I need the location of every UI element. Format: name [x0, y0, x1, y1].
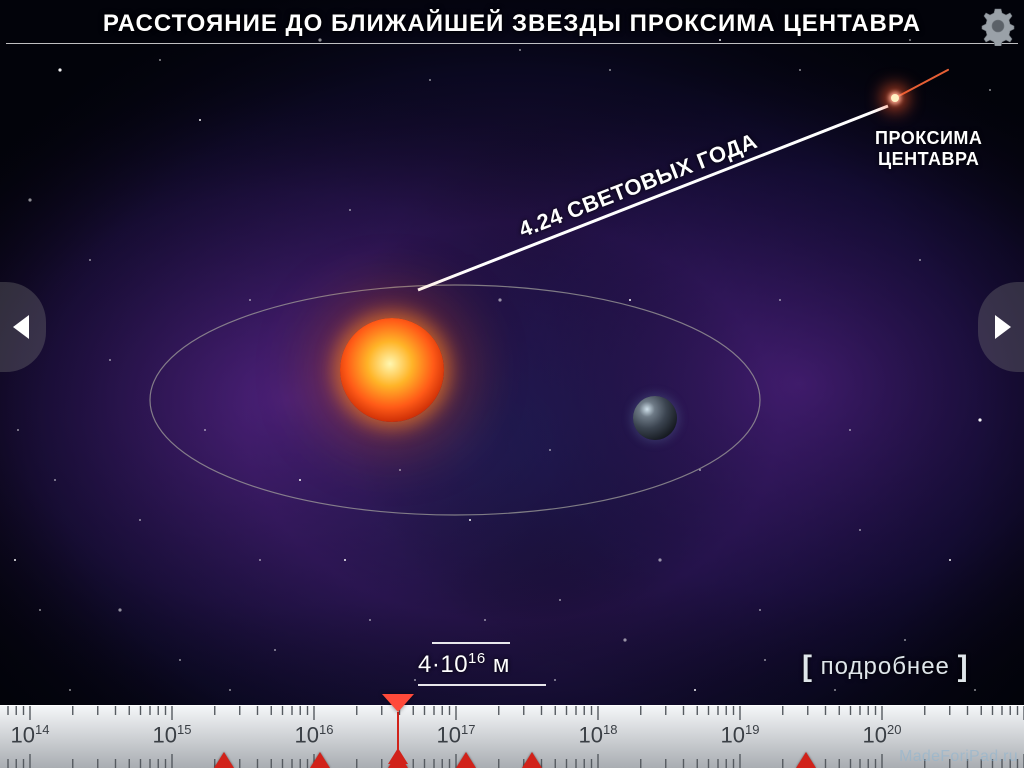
scale-poi-marker[interactable] [522, 752, 542, 768]
scale-poi-marker[interactable] [214, 752, 234, 768]
scale-poi-marker[interactable] [796, 752, 816, 768]
details-button[interactable]: [ подробнее ] [802, 650, 969, 684]
header-underline [6, 43, 1018, 44]
ruler-label: 1020 [863, 722, 902, 748]
ruler-label: 1019 [721, 722, 760, 748]
scale-main-marker[interactable] [382, 694, 414, 764]
ruler-label: 1015 [153, 722, 192, 748]
ruler-label: 1014 [11, 722, 50, 748]
scale-poi-marker[interactable] [456, 752, 476, 768]
scale-value-text: 4·1016 м [418, 651, 510, 678]
scale-value: 4·1016 м [418, 650, 510, 679]
proxima-star [891, 94, 899, 102]
proxima-label: ПРОКСИМА ЦЕНТАВРА [875, 128, 982, 169]
sun-star [340, 318, 444, 422]
page-title: РАССТОЯНИЕ ДО БЛИЖАЙШЕЙ ЗВЕЗДЫ ПРОКСИМА … [103, 10, 921, 38]
settings-button[interactable] [978, 6, 1018, 46]
planet-earth [633, 396, 677, 440]
ruler-label: 1017 [437, 722, 476, 748]
scale-poi-marker[interactable] [310, 752, 330, 768]
proxima-label-line1: ПРОКСИМА [875, 128, 982, 149]
ruler-label: 1018 [579, 722, 618, 748]
chevron-left-icon [13, 315, 29, 339]
gear-icon [978, 6, 1018, 46]
ruler-label: 1016 [295, 722, 334, 748]
proxima-label-line2: ЦЕНТАВРА [875, 149, 982, 170]
chevron-right-icon [995, 315, 1011, 339]
scale-ruler[interactable]: 1014 1015 1016 1017 1018 1019 1020 [0, 705, 1024, 768]
